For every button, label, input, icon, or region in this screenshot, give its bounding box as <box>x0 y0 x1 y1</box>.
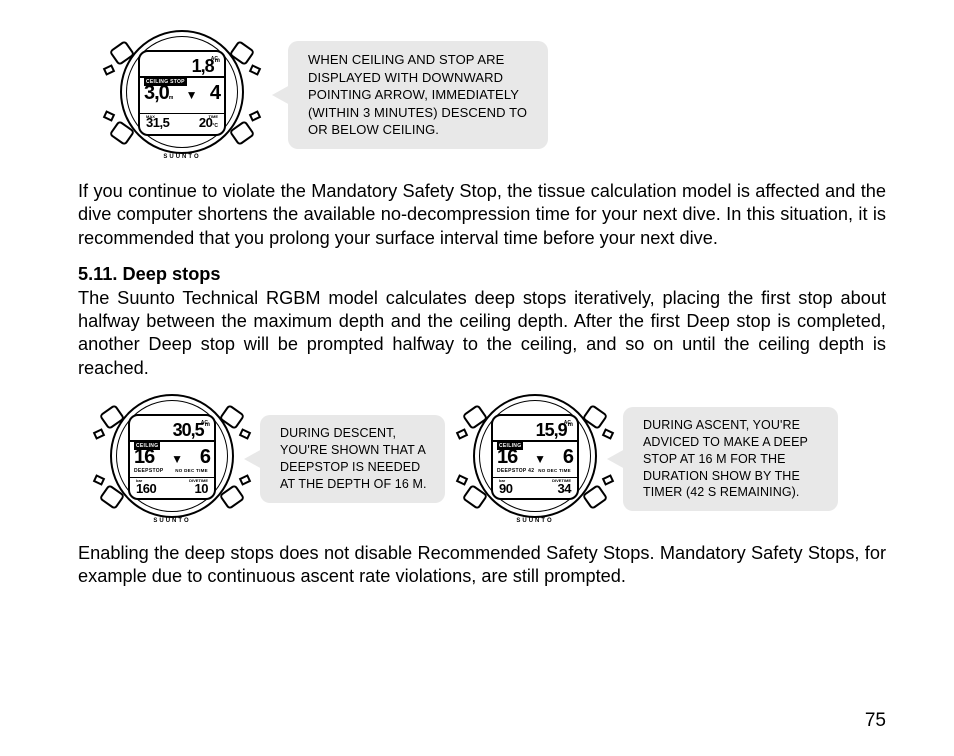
figure-1: AC 1,8 m CEILING STOP 3,0m ▼ 4 MAX TIME … <box>102 30 886 160</box>
top-badge: AC <box>211 56 218 62</box>
watch-illustration-2a: AC 30,5 m CEILING 16 ▼ 6 DEEPSTOP NO DEC… <box>92 394 252 524</box>
watch-screen-2a: AC 30,5 m CEILING 16 ▼ 6 DEEPSTOP NO DEC… <box>128 414 216 500</box>
figure-2: AC 30,5 m CEILING 16 ▼ 6 DEEPSTOP NO DEC… <box>92 394 886 524</box>
stop-time-value: 4 <box>210 82 220 105</box>
page-number: 75 <box>865 710 886 732</box>
watch-screen-1: AC 1,8 m CEILING STOP 3,0m ▼ 4 MAX TIME … <box>138 50 226 136</box>
temp-value: 20 <box>199 115 212 130</box>
body-paragraph-3: Enabling the deep stops does not disable… <box>78 542 886 589</box>
deepstop-timer-label: DEEPSTOP 42 <box>497 468 534 474</box>
watch-illustration-1: AC 1,8 m CEILING STOP 3,0m ▼ 4 MAX TIME … <box>102 30 262 160</box>
callout-1: WHEN CEILING AND STOP ARE DISPLAYED WITH… <box>288 41 548 149</box>
watch-brand: SUUNTO <box>163 154 200 160</box>
ceiling-value: 3,0 <box>144 82 169 104</box>
descend-arrow-icon: ▼ <box>171 449 183 469</box>
body-paragraph-1: If you continue to violate the Mandatory… <box>78 180 886 250</box>
callout-2a: DURING DESCENT, YOU'RE SHOWN THAT A DEEP… <box>260 415 445 503</box>
watch-screen-2b: AC 15,9 m CEILING 16 ▼ 6 DEEPSTOP 42 NO … <box>491 414 579 500</box>
max-value: 31,5 <box>146 115 169 130</box>
descend-arrow-icon: ▼ <box>186 85 198 105</box>
body-paragraph-2: The Suunto Technical RGBM model calculat… <box>78 287 886 380</box>
section-heading: 5.11. Deep stops <box>78 264 886 285</box>
deepstop-label: DEEPSTOP <box>134 468 164 474</box>
descend-arrow-icon: ▼ <box>534 449 546 469</box>
callout-2b: DURING ASCENT, YOU'RE ADVICED TO MAKE A … <box>623 407 838 511</box>
watch-illustration-2b: AC 15,9 m CEILING 16 ▼ 6 DEEPSTOP 42 NO … <box>455 394 615 524</box>
